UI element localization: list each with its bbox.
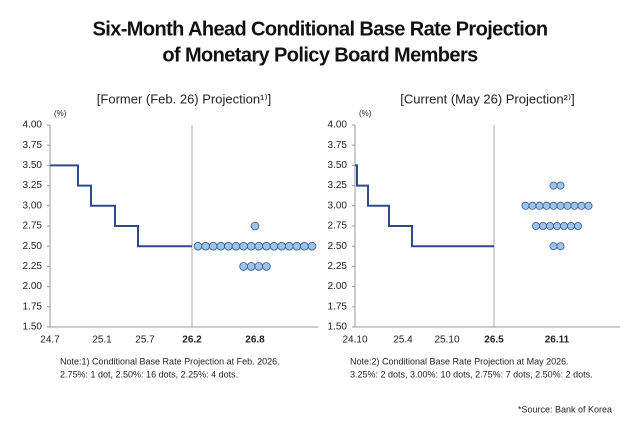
y-tick-label: 1.75 bbox=[23, 301, 43, 312]
dot bbox=[535, 201, 544, 210]
y-tick-label: 1.50 bbox=[328, 322, 348, 333]
y-tick-label: 2.50 bbox=[23, 241, 43, 252]
dot bbox=[224, 241, 233, 251]
dot bbox=[528, 201, 537, 210]
dot bbox=[254, 262, 264, 271]
dot bbox=[532, 221, 541, 230]
y-tick-label: 3.00 bbox=[23, 200, 43, 211]
dot bbox=[250, 221, 260, 231]
source: *Source: Bank of Korea bbox=[518, 404, 612, 414]
dot bbox=[193, 241, 203, 251]
panel-title: [Current (May 26) Projection²⁾] bbox=[400, 91, 574, 106]
dot bbox=[549, 242, 558, 251]
y-tick-label: 3.25 bbox=[23, 180, 43, 191]
dot bbox=[269, 241, 279, 251]
y-tick-label: 1.50 bbox=[23, 322, 43, 333]
dot bbox=[574, 221, 583, 230]
dot bbox=[556, 201, 565, 210]
dot-group bbox=[549, 181, 565, 190]
dot bbox=[300, 241, 309, 251]
dot bbox=[584, 201, 593, 210]
dot bbox=[246, 262, 256, 271]
y-tick-label: 2.75 bbox=[328, 221, 348, 232]
y-tick-label: 3.25 bbox=[328, 180, 348, 191]
dot bbox=[262, 262, 271, 271]
y-axis-label: (%) bbox=[54, 109, 67, 118]
y-axis-label: (%) bbox=[359, 109, 372, 118]
y-tick-label: 4.00 bbox=[23, 120, 43, 131]
y-tick-label: 4.00 bbox=[328, 120, 348, 131]
dot bbox=[277, 241, 286, 251]
dot bbox=[542, 201, 551, 210]
dot bbox=[208, 241, 218, 251]
note: Note:2) Conditional Base Rate Projection… bbox=[350, 356, 569, 366]
x-tick-label: 25.10 bbox=[434, 335, 459, 346]
x-tick-label: 26.8 bbox=[245, 335, 265, 346]
dot bbox=[292, 241, 302, 251]
dot-group bbox=[193, 241, 317, 251]
dot bbox=[577, 201, 586, 210]
dot bbox=[239, 262, 248, 271]
dot bbox=[556, 181, 565, 190]
dot bbox=[307, 241, 317, 251]
x-tick-label: 25.7 bbox=[135, 335, 155, 346]
chart-title: of Monetary Policy Board Members bbox=[162, 44, 478, 66]
y-tick-label: 2.50 bbox=[328, 241, 348, 252]
y-tick-label: 3.50 bbox=[23, 160, 43, 171]
x-tick-label: 26.11 bbox=[545, 335, 570, 346]
x-tick-label: 24.7 bbox=[40, 335, 60, 346]
dot bbox=[231, 241, 241, 251]
step-line bbox=[50, 164, 192, 248]
y-tick-label: 1.75 bbox=[328, 301, 348, 312]
x-tick-label: 24.10 bbox=[342, 335, 367, 346]
dot-group bbox=[532, 221, 583, 230]
y-tick-label: 3.00 bbox=[328, 200, 348, 211]
dot bbox=[567, 221, 576, 230]
x-tick-label: 26.5 bbox=[484, 335, 504, 346]
y-tick-label: 2.25 bbox=[328, 261, 348, 272]
dot-group bbox=[239, 262, 271, 271]
dot bbox=[563, 201, 572, 210]
y-tick-label: 2.00 bbox=[328, 281, 348, 292]
y-tick-label: 3.50 bbox=[328, 160, 348, 171]
dot-group bbox=[549, 242, 565, 251]
y-tick-label: 3.75 bbox=[23, 140, 43, 151]
dot bbox=[570, 201, 579, 210]
note: Note:1) Conditional Base Rate Projection… bbox=[60, 356, 280, 366]
x-tick-label: 25.1 bbox=[92, 335, 112, 346]
note: 3.25%: 2 dots, 3.00%: 10 dots, 2.75%: 7 … bbox=[350, 369, 593, 379]
dot bbox=[546, 221, 555, 230]
dot bbox=[556, 242, 565, 251]
x-tick-label: 26.2 bbox=[182, 335, 202, 346]
y-tick-label: 2.75 bbox=[23, 221, 43, 232]
step-line bbox=[355, 164, 494, 248]
dot-group bbox=[250, 221, 260, 231]
dot bbox=[246, 241, 256, 251]
dot bbox=[549, 181, 558, 190]
dot bbox=[539, 221, 548, 230]
dot bbox=[216, 241, 226, 251]
dot bbox=[254, 241, 264, 251]
dot bbox=[239, 241, 248, 251]
x-tick-label: 25.4 bbox=[393, 335, 413, 346]
dot-group bbox=[521, 201, 593, 210]
panel-title: [Former (Feb. 26) Projection¹⁾] bbox=[97, 91, 271, 106]
dot bbox=[521, 201, 530, 210]
dot bbox=[284, 241, 294, 251]
chart-title: Six-Month Ahead Conditional Base Rate Pr… bbox=[93, 18, 548, 40]
note: 2.75%: 1 dot, 2.50%: 16 dots, 2.25%: 4 d… bbox=[60, 369, 238, 379]
dot bbox=[560, 221, 569, 230]
dot bbox=[549, 201, 558, 210]
dot bbox=[262, 241, 271, 251]
y-tick-label: 2.25 bbox=[23, 261, 43, 272]
dot bbox=[553, 221, 562, 230]
dot bbox=[201, 241, 210, 251]
y-tick-label: 2.00 bbox=[23, 281, 43, 292]
y-tick-label: 3.75 bbox=[328, 140, 348, 151]
